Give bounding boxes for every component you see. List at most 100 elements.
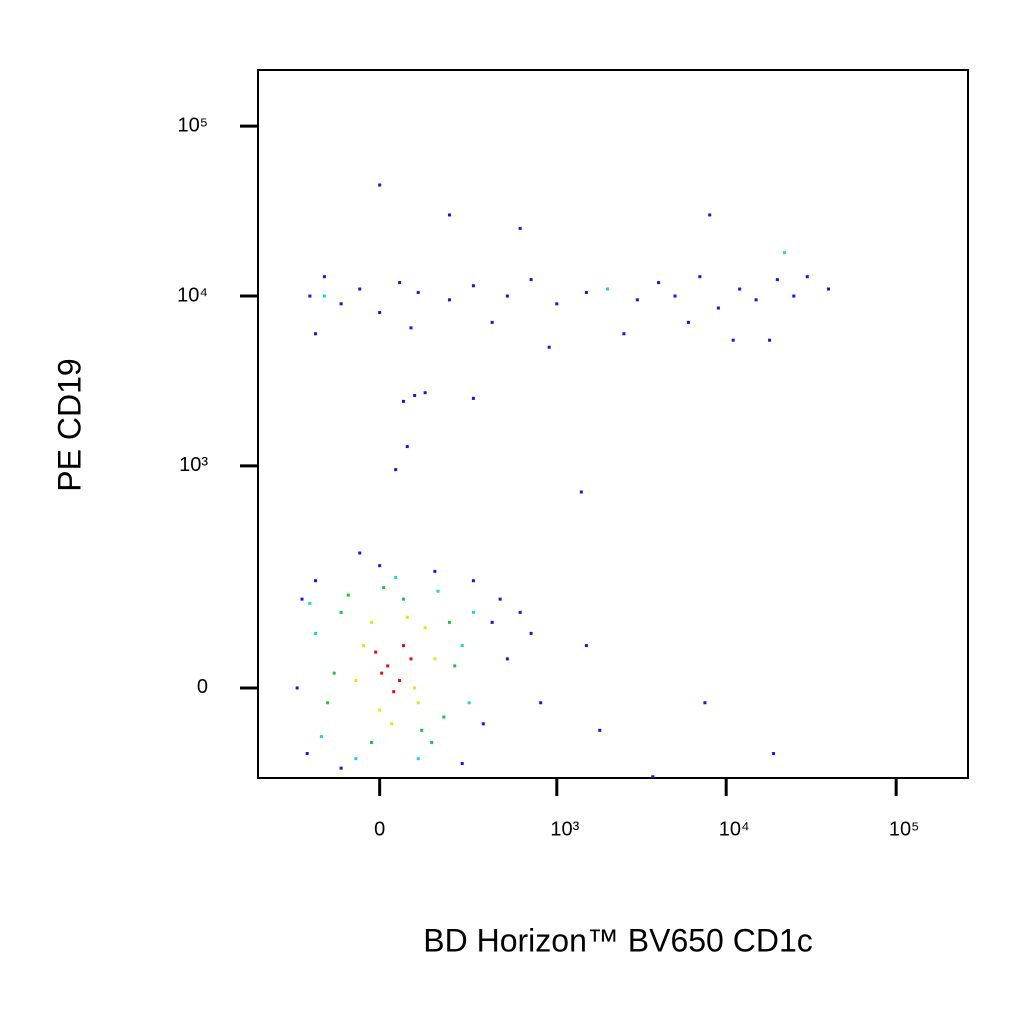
point [754, 298, 758, 302]
point [467, 701, 471, 705]
point [657, 281, 661, 285]
point [339, 766, 343, 770]
point [481, 722, 485, 726]
point [539, 701, 543, 705]
plot-frame [257, 69, 969, 779]
point [622, 332, 626, 336]
point [390, 722, 394, 726]
point [401, 399, 405, 403]
point [460, 762, 464, 766]
point [394, 468, 398, 472]
point [772, 752, 776, 756]
y-tick-label: 10⁴ [177, 284, 208, 306]
point [529, 278, 533, 282]
point [322, 294, 326, 298]
point [805, 275, 809, 279]
point [378, 708, 382, 712]
point [423, 391, 427, 395]
point [401, 597, 405, 601]
point [339, 302, 343, 306]
point [529, 631, 533, 635]
x-tick-label: 10³ [550, 818, 579, 840]
y-tick-label: 10³ [179, 454, 208, 476]
point [555, 302, 559, 306]
point [584, 644, 588, 648]
point [430, 741, 434, 745]
x-tick-label: 10⁴ [719, 818, 750, 840]
point [398, 679, 402, 683]
point [362, 644, 366, 648]
point [358, 551, 362, 555]
point [300, 597, 304, 601]
point [598, 728, 602, 732]
x-axis-label: BD Horizon™ BV650 CD1c [423, 922, 812, 958]
point [378, 564, 382, 568]
point [716, 306, 720, 310]
point [405, 615, 409, 619]
point [775, 278, 779, 282]
point [374, 650, 378, 654]
point [378, 311, 382, 315]
point [386, 664, 390, 668]
point [673, 294, 677, 298]
point [382, 586, 386, 590]
point [354, 757, 358, 761]
point [453, 664, 457, 668]
x-tick-label: 0 [374, 818, 385, 840]
point [380, 671, 384, 675]
point [738, 287, 742, 291]
point [322, 275, 326, 279]
point [326, 701, 330, 705]
point [606, 287, 610, 291]
point [370, 741, 374, 745]
point [398, 281, 402, 285]
point [354, 679, 358, 683]
point [731, 338, 735, 342]
y-tick-label: 10⁵ [177, 114, 208, 136]
point [394, 575, 398, 579]
point [708, 213, 712, 217]
point [409, 657, 413, 661]
point [295, 686, 299, 690]
point [490, 320, 494, 324]
point [490, 620, 494, 624]
point [686, 320, 690, 324]
point [460, 644, 464, 648]
point [346, 593, 350, 597]
point [498, 597, 502, 601]
point [584, 290, 588, 294]
point [319, 735, 323, 739]
point [313, 579, 317, 583]
point [405, 445, 409, 449]
point [313, 631, 317, 635]
point [423, 626, 427, 630]
point [313, 332, 317, 336]
point [409, 326, 413, 330]
point [370, 620, 374, 624]
point [471, 610, 475, 614]
x-tick-label: 10⁵ [889, 818, 920, 840]
point [416, 701, 420, 705]
point [518, 226, 522, 230]
y-axis-label: PE CD19 [51, 358, 87, 491]
point [768, 338, 772, 342]
point [547, 345, 551, 349]
point [308, 601, 312, 605]
point [420, 728, 424, 732]
point [447, 620, 451, 624]
point [505, 294, 509, 298]
point [416, 757, 420, 761]
point [433, 569, 437, 573]
point [392, 690, 396, 694]
point [698, 275, 702, 279]
point [339, 610, 343, 614]
point [416, 290, 420, 294]
point [651, 775, 655, 779]
point [433, 657, 437, 661]
point [401, 644, 405, 648]
point [442, 715, 446, 719]
point [378, 183, 382, 187]
point [305, 752, 309, 756]
point [471, 284, 475, 288]
